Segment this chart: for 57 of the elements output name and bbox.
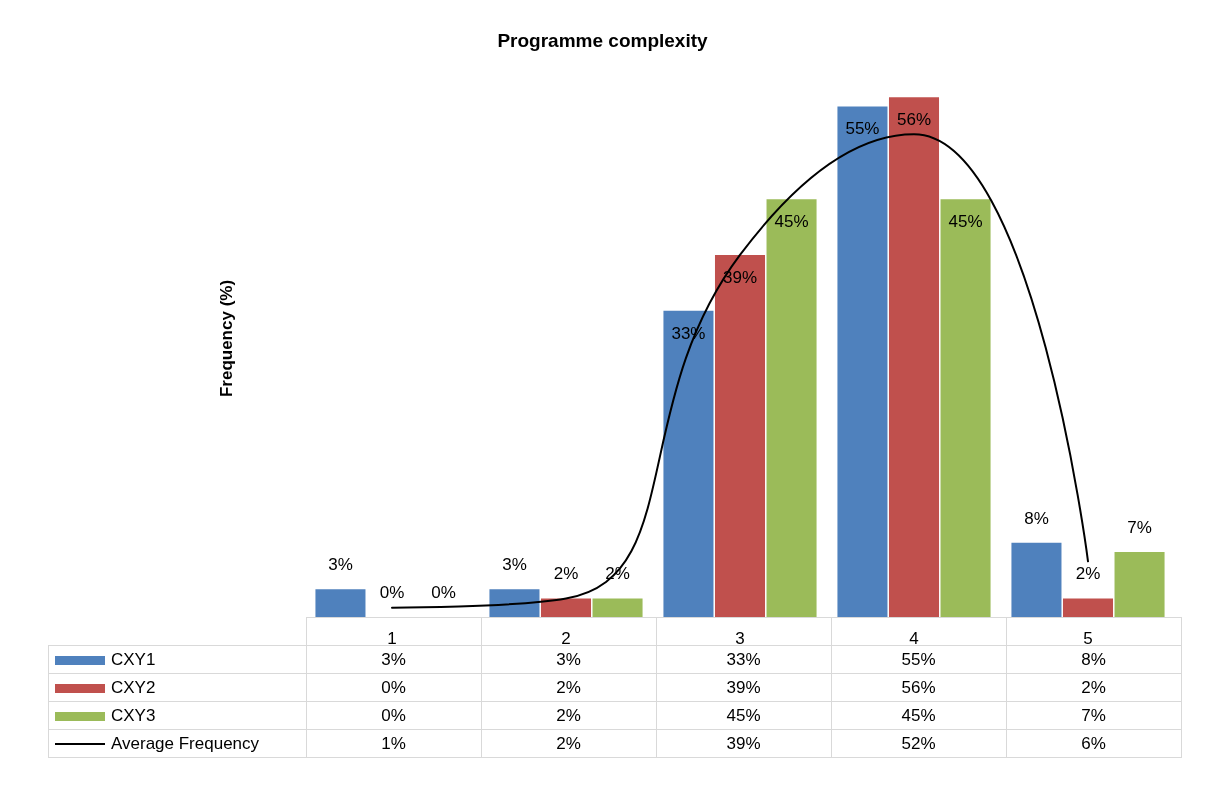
data-label: 1% xyxy=(306,729,481,758)
x-tick-label: 4 xyxy=(909,629,919,648)
data-label: 45% xyxy=(831,701,1006,730)
bar xyxy=(663,310,714,617)
x-tick-label: 5 xyxy=(1083,629,1093,648)
data-label: 55% xyxy=(901,649,936,669)
data-label: 52% xyxy=(831,729,1006,758)
data-label: 2% xyxy=(1006,673,1181,702)
bar xyxy=(714,254,766,617)
bar xyxy=(1114,552,1165,617)
data-label: 2% xyxy=(481,673,656,702)
x-tick-label: 3 xyxy=(735,629,745,648)
data-label: 39% xyxy=(656,729,831,758)
chart-title: Programme complexity xyxy=(497,30,708,51)
bar xyxy=(1062,598,1114,617)
text: 0% xyxy=(379,583,405,602)
text: 8% xyxy=(1024,508,1049,528)
legend-label: Average Frequency xyxy=(48,729,306,758)
legend-label: CXY3 xyxy=(48,701,306,730)
data-label: 45% xyxy=(656,701,831,730)
x-tick-label: 2 xyxy=(561,629,571,648)
bar xyxy=(592,598,643,617)
data-label: 3% xyxy=(381,649,406,669)
text: 2% xyxy=(1075,564,1101,584)
data-label: 2% xyxy=(481,701,656,730)
text: 3% xyxy=(502,555,527,575)
y-axis-title: Frequency (%) xyxy=(217,279,236,398)
bar xyxy=(837,106,888,617)
data-label: 8% xyxy=(1081,649,1106,669)
data-label: 3% xyxy=(556,649,581,669)
data-label: 2% xyxy=(481,729,656,758)
text: 39% xyxy=(722,267,758,287)
bar xyxy=(1011,542,1062,617)
bar xyxy=(888,97,940,617)
bar xyxy=(489,589,540,617)
legend-label: CXY2 xyxy=(48,673,306,702)
x-tick-label: 1 xyxy=(387,629,397,648)
legend-label: CXY1 xyxy=(48,645,306,674)
text: 3% xyxy=(328,555,353,575)
text: 55% xyxy=(845,119,880,139)
bar xyxy=(540,598,592,617)
bar xyxy=(315,589,366,617)
data-label: 0% xyxy=(306,673,481,702)
data-label: 56% xyxy=(831,673,1006,702)
text: 45% xyxy=(774,212,809,232)
data-label: 33% xyxy=(726,649,761,669)
bar xyxy=(766,199,817,617)
data-label: 6% xyxy=(1006,729,1181,758)
text: 0% xyxy=(431,583,456,602)
data-label: 39% xyxy=(656,673,831,702)
text: 7% xyxy=(1127,518,1152,538)
text: 56% xyxy=(896,110,932,130)
text: 2% xyxy=(553,564,579,584)
text: 45% xyxy=(948,212,983,232)
data-label: 7% xyxy=(1006,701,1181,730)
data-label: 0% xyxy=(306,701,481,730)
bar xyxy=(940,199,991,617)
